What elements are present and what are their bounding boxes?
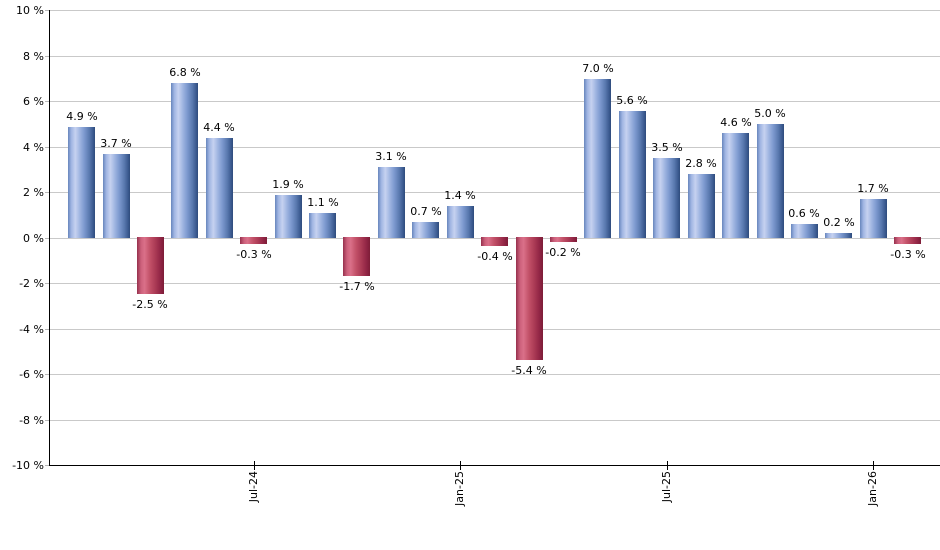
bar <box>412 222 439 238</box>
y-axis-tick <box>45 192 49 193</box>
bar <box>240 237 267 244</box>
bar-value-label: 1.9 % <box>272 178 304 191</box>
y-axis-tick <box>45 420 49 421</box>
bar-value-label: -0.3 % <box>236 248 272 261</box>
bar-value-label: 4.6 % <box>720 116 752 129</box>
bar-value-label: 6.8 % <box>169 66 201 79</box>
x-axis-label: Jan-25 <box>453 471 466 506</box>
bar-value-label: 5.0 % <box>754 107 786 120</box>
bar <box>206 138 233 238</box>
x-axis-label: Jan-26 <box>866 471 879 506</box>
gridline <box>49 283 940 284</box>
y-axis-label: 2 % <box>23 186 44 199</box>
gridline <box>49 10 940 11</box>
bar-value-label: -0.2 % <box>545 246 581 259</box>
bar <box>825 233 852 238</box>
bar <box>309 213 336 238</box>
bar-value-label: 0.7 % <box>410 205 442 218</box>
bar <box>378 167 405 238</box>
y-axis-tick <box>45 101 49 102</box>
bar <box>860 199 887 238</box>
bar <box>275 195 302 238</box>
x-axis-label: Jul-25 <box>660 471 673 503</box>
x-axis-tick <box>667 461 668 470</box>
gridline <box>49 192 940 193</box>
bar-value-label: -2.5 % <box>132 298 168 311</box>
bar <box>791 224 818 238</box>
bar-value-label: 3.5 % <box>651 141 683 154</box>
y-axis-label: -2 % <box>19 277 44 290</box>
gridline <box>49 56 940 57</box>
bar <box>688 174 715 238</box>
bar <box>550 237 577 242</box>
x-axis-tick <box>254 461 255 470</box>
y-axis-label: -6 % <box>19 368 44 381</box>
bar <box>894 237 921 244</box>
bar-value-label: 4.9 % <box>66 110 98 123</box>
x-axis-label: Jul-24 <box>247 471 260 503</box>
bar-value-label: 1.4 % <box>444 189 476 202</box>
bar <box>103 154 130 238</box>
y-axis-tick <box>45 329 49 330</box>
gridline <box>49 101 940 102</box>
y-axis-label: -8 % <box>19 414 44 427</box>
bar-value-label: -5.4 % <box>511 364 547 377</box>
bar <box>584 79 611 238</box>
gridline <box>49 147 940 148</box>
bar-value-label: 0.6 % <box>788 207 820 220</box>
y-axis-tick <box>45 10 49 11</box>
y-axis-tick <box>45 465 49 466</box>
gridline <box>49 420 940 421</box>
bar-value-label: 1.1 % <box>307 196 339 209</box>
bar <box>68 127 95 238</box>
y-axis-label: 0 % <box>23 232 44 245</box>
bar-value-label: -0.3 % <box>890 248 926 261</box>
gridline <box>49 374 940 375</box>
bar <box>516 237 543 360</box>
y-axis-label: 8 % <box>23 50 44 63</box>
bar <box>757 124 784 238</box>
bar-value-label: 0.2 % <box>823 216 855 229</box>
bar <box>137 237 164 294</box>
y-axis-tick <box>45 56 49 57</box>
bar-value-label: 4.4 % <box>203 121 235 134</box>
bar <box>171 83 198 238</box>
bar-value-label: 3.1 % <box>375 150 407 163</box>
y-axis-line <box>49 10 50 466</box>
bar-value-label: 3.7 % <box>100 137 132 150</box>
bar <box>481 237 508 246</box>
bar-value-label: 2.8 % <box>685 157 717 170</box>
y-axis-tick <box>45 283 49 284</box>
y-axis-tick <box>45 238 49 239</box>
x-axis-line <box>49 465 940 466</box>
y-axis-label: 10 % <box>16 4 44 17</box>
y-axis-label: 6 % <box>23 95 44 108</box>
gridline <box>49 329 940 330</box>
x-axis-tick <box>460 461 461 470</box>
bar <box>447 206 474 238</box>
bar <box>722 133 749 238</box>
bar <box>343 237 370 276</box>
bar <box>653 158 680 238</box>
y-axis-label: -4 % <box>19 323 44 336</box>
bar-value-label: 7.0 % <box>582 62 614 75</box>
bar <box>619 111 646 238</box>
y-axis-tick <box>45 147 49 148</box>
x-axis-tick <box>873 461 874 470</box>
bar-value-label: 5.6 % <box>616 94 648 107</box>
y-axis-label: 4 % <box>23 141 44 154</box>
y-axis-label: -10 % <box>12 459 44 472</box>
bar-value-label: 1.7 % <box>857 182 889 195</box>
bar-value-label: -1.7 % <box>339 280 375 293</box>
y-axis-tick <box>45 374 49 375</box>
bar-value-label: -0.4 % <box>477 250 513 263</box>
